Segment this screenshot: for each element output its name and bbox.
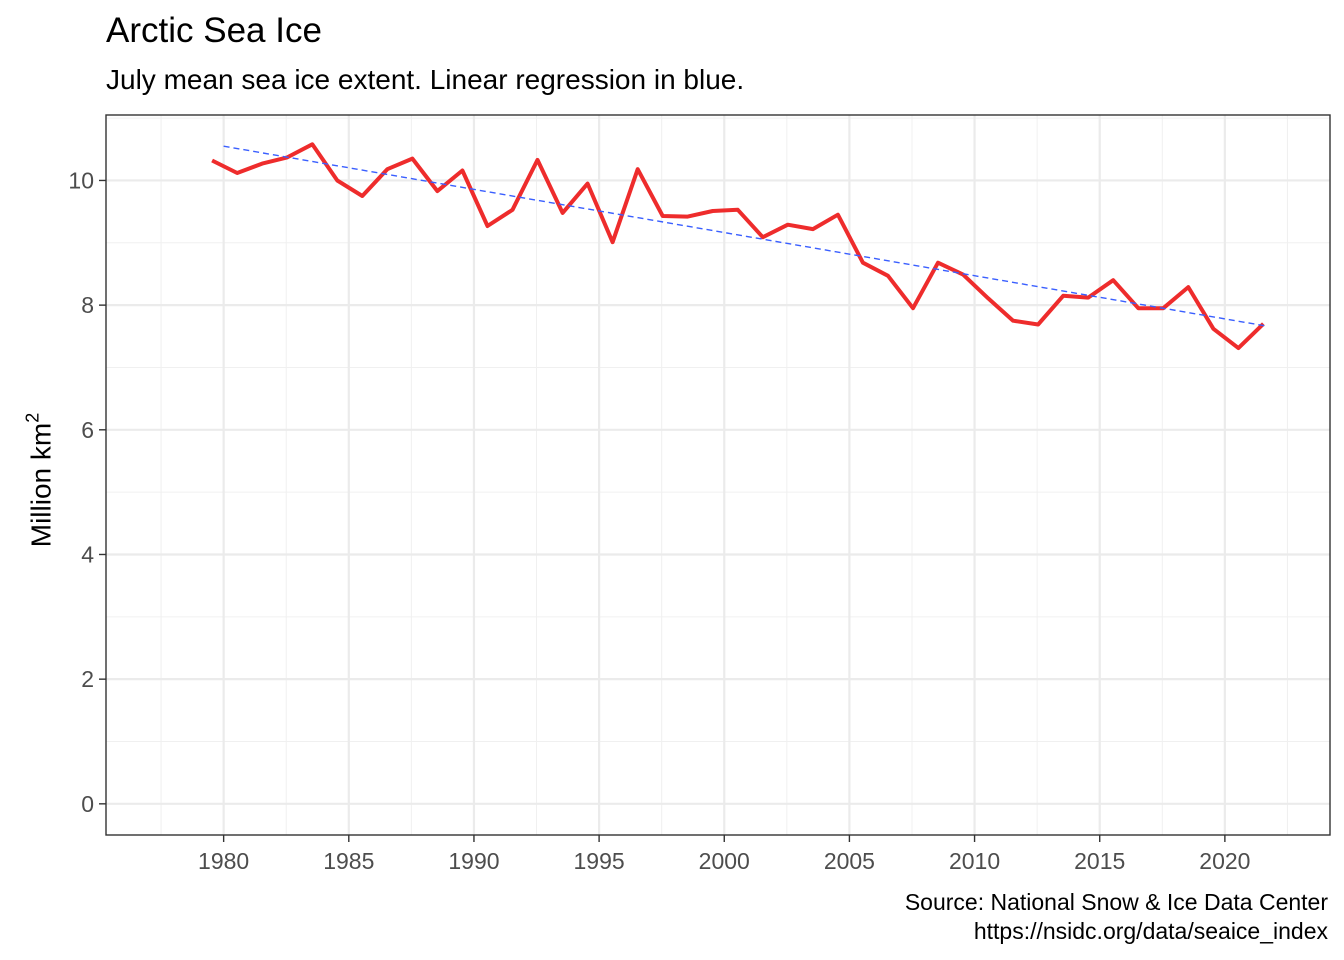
y-tick-label: 4 [81, 541, 94, 567]
y-tick-label: 6 [81, 417, 94, 443]
x-tick-label: 1995 [574, 848, 625, 874]
plot-panel-border [105, 114, 1331, 836]
x-tick-label: 2015 [1074, 848, 1125, 874]
y-tick-label: 10 [68, 167, 94, 193]
regression-line [223, 145, 1265, 327]
y-tick-label: 0 [81, 791, 94, 817]
x-tick-label: 2020 [1199, 848, 1250, 874]
plot-panel-background [106, 115, 1330, 835]
x-tick-label: 2000 [699, 848, 750, 874]
x-tick-label: 2005 [824, 848, 875, 874]
sea-ice-extent-line [211, 142, 1265, 351]
source-caption: Source: National Snow & Ice Data Center … [905, 888, 1328, 946]
caption-line-url: https://nsidc.org/data/seaice_index [973, 918, 1328, 944]
chart-title: Arctic Sea Ice [106, 11, 322, 50]
x-tick-label: 1990 [448, 848, 499, 874]
x-tick-label: 1985 [323, 848, 374, 874]
x-tick-label: 2010 [949, 848, 1000, 874]
y-tick-label: 8 [81, 292, 94, 318]
x-tick-label: 1980 [198, 848, 249, 874]
caption-line-source: Source: National Snow & Ice Data Center [904, 889, 1328, 915]
chart-subtitle: July mean sea ice extent. Linear regress… [106, 64, 745, 95]
y-tick-label: 2 [81, 666, 94, 692]
